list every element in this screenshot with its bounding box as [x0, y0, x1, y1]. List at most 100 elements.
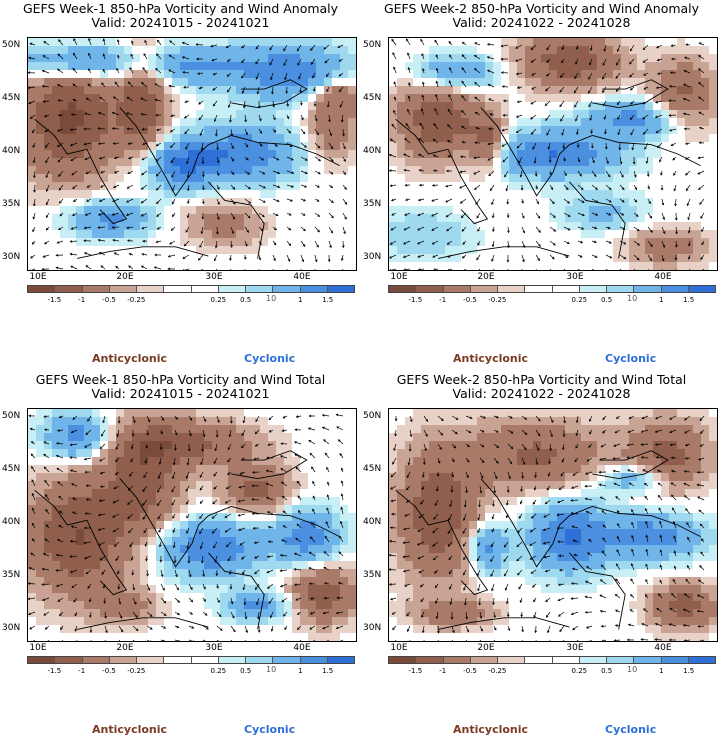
vorticity-cell	[244, 70, 253, 79]
wind-arrow	[575, 128, 579, 136]
vorticity-cell	[661, 102, 670, 111]
vorticity-cell	[613, 150, 622, 159]
wind-arrow	[216, 226, 219, 235]
vorticity-cell	[108, 174, 117, 183]
vorticity-cell	[180, 553, 189, 562]
colorbar-swatch	[327, 657, 354, 663]
vorticity-cell	[340, 134, 349, 143]
vorticity-cell	[525, 214, 534, 223]
wind-arrow	[683, 83, 691, 88]
wind-arrow	[98, 541, 106, 546]
vorticity-cell	[60, 182, 69, 191]
vorticity-cell	[228, 569, 237, 578]
vorticity-cell	[148, 222, 157, 231]
vorticity-cell	[44, 190, 53, 199]
vorticity-cell	[709, 54, 717, 63]
vorticity-cell	[44, 238, 53, 247]
wind-arrow	[296, 480, 302, 487]
wind-arrow	[300, 240, 306, 247]
wind-arrow	[535, 268, 537, 270]
vorticity-cell	[244, 158, 253, 167]
wind-arrow	[45, 226, 50, 231]
vorticity-cell	[597, 150, 606, 159]
vorticity-cell	[573, 182, 582, 191]
vorticity-cell	[340, 601, 349, 610]
vorticity-cell	[300, 262, 309, 270]
vorticity-cell	[292, 150, 301, 159]
vorticity-cell	[429, 46, 438, 55]
vorticity-cell	[348, 465, 356, 474]
vorticity-cell	[300, 230, 309, 239]
wind-arrow	[576, 142, 580, 148]
vorticity-cell	[116, 473, 125, 482]
wind-arrow	[43, 41, 50, 46]
vorticity-cell	[300, 38, 309, 47]
colorbar-swatch	[246, 657, 274, 663]
vorticity-cell	[340, 617, 349, 626]
wind-arrow	[577, 184, 584, 191]
vorticity-cell	[44, 593, 53, 602]
vorticity-cell	[156, 262, 165, 270]
wind-arrow	[271, 86, 274, 95]
vorticity-cell	[268, 262, 277, 270]
vorticity-cell	[324, 473, 333, 482]
vorticity-cell	[60, 417, 69, 426]
vorticity-cell	[701, 206, 710, 215]
vorticity-cell	[324, 126, 333, 135]
vorticity-cell	[244, 230, 253, 239]
wind-arrow	[28, 582, 36, 585]
vorticity-cell	[276, 577, 285, 586]
vorticity-cell	[292, 118, 301, 127]
wind-arrow	[112, 527, 120, 533]
wind-arrow	[445, 169, 453, 173]
vorticity-cell	[565, 54, 574, 63]
vorticity-cell	[669, 425, 678, 434]
vorticity-cell	[677, 417, 686, 426]
vorticity-cell	[268, 190, 277, 199]
vorticity-cell	[172, 166, 181, 175]
vorticity-cell	[276, 593, 285, 602]
vorticity-cell	[260, 561, 269, 570]
vorticity-cell	[509, 110, 518, 119]
wind-arrow	[563, 226, 571, 231]
vorticity-cell	[36, 150, 45, 159]
vorticity-cell	[300, 529, 309, 538]
vorticity-cell	[228, 94, 237, 103]
vorticity-cell	[52, 158, 61, 167]
vorticity-cell	[453, 254, 462, 263]
vorticity-cell	[485, 222, 494, 231]
vorticity-cell	[244, 441, 253, 450]
colorbar	[388, 285, 716, 293]
vorticity-cell	[124, 561, 133, 570]
wind-arrow	[127, 485, 134, 491]
vorticity-cell	[613, 174, 622, 183]
vorticity-cell	[300, 246, 309, 255]
vorticity-cell	[437, 198, 446, 207]
wind-arrow	[342, 142, 346, 150]
vorticity-cell	[292, 70, 301, 79]
wind-arrow	[422, 81, 425, 88]
vorticity-cell	[677, 46, 686, 55]
wind-arrow	[619, 226, 626, 230]
vorticity-cell	[108, 158, 117, 167]
wind-arrow	[201, 443, 205, 452]
vorticity-cell	[76, 441, 85, 450]
vorticity-cell	[188, 425, 197, 434]
vorticity-cell	[525, 70, 534, 79]
vorticity-cell	[685, 142, 694, 151]
vorticity-cell	[693, 78, 702, 87]
vorticity-cell	[453, 126, 462, 135]
vorticity-cell	[517, 425, 526, 434]
vorticity-cell	[332, 174, 341, 183]
vorticity-cell	[557, 238, 566, 247]
vorticity-cell	[324, 529, 333, 538]
wind-arrow	[200, 142, 204, 151]
wind-arrow	[57, 128, 64, 132]
vorticity-cell	[316, 633, 325, 641]
vorticity-cell	[573, 158, 582, 167]
vorticity-cell	[685, 230, 694, 239]
vorticity-cell	[292, 174, 301, 183]
vorticity-cell	[389, 54, 398, 63]
vorticity-cell	[693, 126, 702, 135]
vorticity-cell	[549, 70, 558, 79]
